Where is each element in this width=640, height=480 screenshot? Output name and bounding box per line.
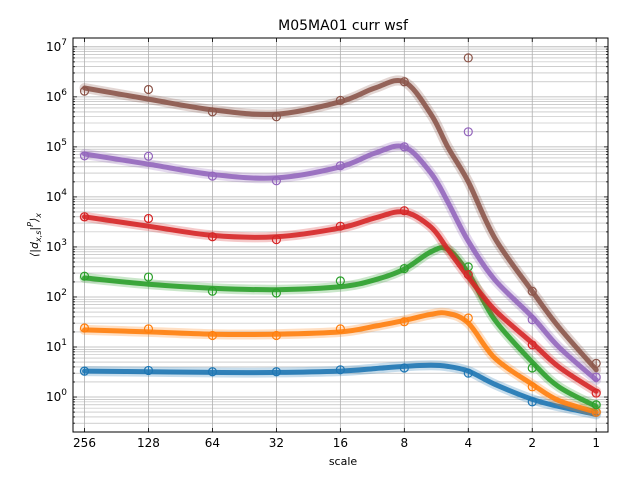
x-tick-labels: 256 128 64 32 16 8 4 2 1 [73, 436, 600, 450]
y-tick-label: 105 [46, 138, 67, 154]
x-tick-label: 2 [528, 436, 536, 450]
y-axis-label: ⟨|dx,s|P⟩x [26, 213, 43, 257]
fit-line-1 [82, 310, 599, 415]
chart-title: M05MA01 curr wsf [278, 18, 409, 34]
y-tick-labels: 100 101 102 103 104 105 106 107 [46, 38, 67, 404]
x-axis-label: scale [329, 455, 358, 468]
y-tick-label: 100 [46, 388, 67, 404]
x-tick-label: 64 [205, 436, 220, 450]
y-tick-label: 106 [46, 88, 67, 104]
x-tick-label: 4 [464, 436, 472, 450]
data-points [79, 53, 601, 417]
fit-line-0 [82, 362, 599, 417]
x-tick-label: 16 [333, 436, 348, 450]
x-tick-label: 32 [269, 436, 284, 450]
y-tick-label: 103 [46, 238, 67, 254]
y-tick-label: 104 [46, 188, 67, 204]
y-tick-label: 107 [46, 38, 67, 54]
x-tick-label: 256 [73, 436, 96, 450]
y-tick-label: 102 [46, 288, 67, 304]
x-tick-label: 128 [137, 436, 160, 450]
tick-marks [73, 38, 608, 433]
x-tick-label: 8 [400, 436, 408, 450]
y-tick-label: 101 [46, 338, 67, 354]
x-tick-label: 1 [592, 436, 600, 450]
